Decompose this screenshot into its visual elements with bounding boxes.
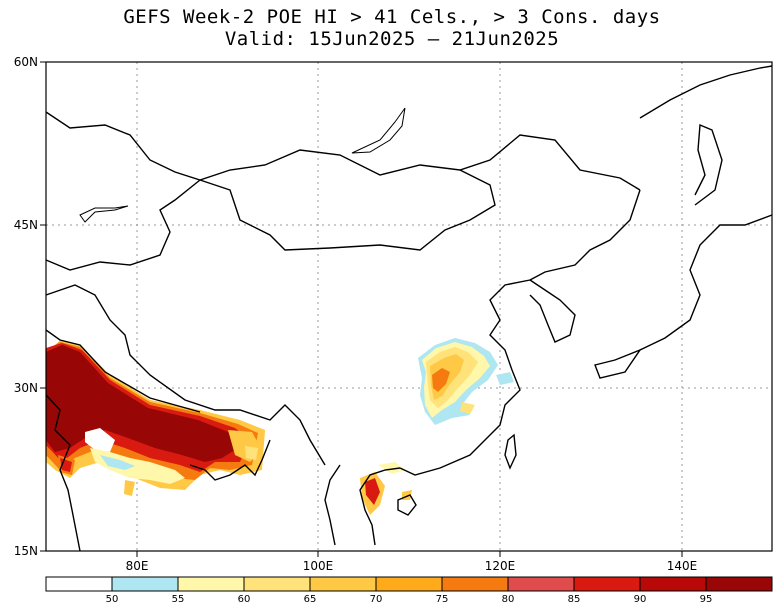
- heat-region-indochina: [360, 462, 412, 515]
- valid-dates: Valid: 15Jun2025 – 21Jun2025: [224, 28, 560, 50]
- coastlines: [45, 65, 773, 552]
- colorbar-tick-label: 75: [436, 594, 449, 605]
- heat-region-india: [46, 340, 265, 496]
- colorbar-tick-label: 95: [700, 594, 713, 605]
- colorbar-tick-label: 90: [634, 594, 647, 605]
- heat-region-china: [418, 338, 514, 425]
- plot-area: 60N 45N 30N 15N 80E 100E 120E 140E: [14, 55, 773, 573]
- colorbar-swatch: [243, 576, 311, 592]
- map-title: GEFS Week-2 POE HI > 41 Cels., > 3 Cons.…: [123, 6, 661, 28]
- latitude-labels: 60N 45N 30N 15N: [14, 55, 38, 558]
- lat-label: 60N: [14, 55, 38, 69]
- longitude-labels: 80E 100E 120E 140E: [126, 559, 698, 573]
- colorbar-swatch: [639, 576, 707, 592]
- colorbar-tick-label: 85: [568, 594, 581, 605]
- colorbar-tick-label: 60: [238, 594, 251, 605]
- tick-marks: [40, 61, 683, 557]
- colorbar: 50 55 60 65 70 75 80 85 90 95: [45, 576, 773, 605]
- colorbar-tick-label: 50: [106, 594, 119, 605]
- colorbar-tick-label: 80: [502, 594, 515, 605]
- colorbar-swatch: [45, 576, 113, 592]
- lon-label: 100E: [303, 559, 334, 573]
- lon-label: 140E: [667, 559, 698, 573]
- colorbar-tick-label: 55: [172, 594, 185, 605]
- colorbar-tick-label: 65: [304, 594, 317, 605]
- colorbar-swatch: [573, 576, 641, 592]
- colorbar-swatch: [177, 576, 245, 592]
- colorbar-swatch: [507, 576, 575, 592]
- plot-frame: [45, 61, 773, 552]
- colorbar-swatch: [111, 576, 179, 592]
- colorbar-swatch: [441, 576, 509, 592]
- lat-label: 15N: [14, 544, 38, 558]
- colorbar-swatch: [309, 576, 377, 592]
- lat-label: 30N: [14, 381, 38, 395]
- lon-label: 80E: [126, 559, 149, 573]
- colorbar-swatch: [375, 576, 443, 592]
- colorbar-tick-label: 70: [370, 594, 383, 605]
- lat-label: 45N: [14, 218, 38, 232]
- lon-label: 120E: [485, 559, 516, 573]
- colorbar-swatch: [705, 576, 773, 592]
